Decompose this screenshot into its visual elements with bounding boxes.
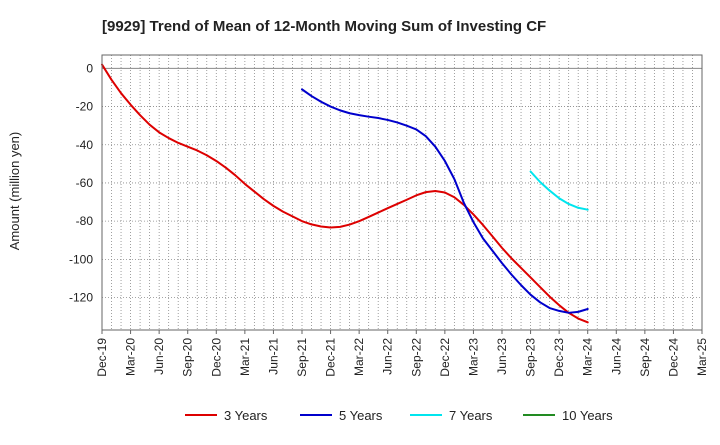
x-tick-label: Dec-19 <box>95 338 109 377</box>
x-tick-label: Mar-24 <box>581 338 595 376</box>
x-tick-label: Sep-24 <box>638 338 652 377</box>
x-tick-label: Dec-23 <box>552 338 566 377</box>
x-tick-label: Dec-22 <box>438 338 452 377</box>
y-tick-label: -100 <box>69 252 93 266</box>
x-tick-label: Dec-21 <box>324 338 338 377</box>
x-tick-label: Mar-25 <box>695 338 709 376</box>
x-tick-label: Dec-20 <box>209 338 223 377</box>
x-tick-label: Mar-20 <box>124 338 138 376</box>
x-tick-label: Jun-24 <box>609 338 623 375</box>
y-tick-label: -80 <box>76 214 94 228</box>
x-tick-label: Dec-24 <box>666 338 680 377</box>
plot-frame <box>101 54 703 331</box>
legend-item-7-years: 7 Years <box>410 408 493 423</box>
grid-layer <box>102 55 702 330</box>
x-tick-label: Jun-20 <box>152 338 166 375</box>
legend-label: 5 Years <box>339 408 383 423</box>
x-tick-labels: Dec-19 Mar-20 Jun-20 Sep-20 Dec-20 Mar-21 Jun-… <box>95 338 709 377</box>
chart-title: [9929] Trend of Mean of 12-Month Moving … <box>102 18 546 35</box>
legend-item-5-years: 5 Years <box>300 408 383 423</box>
y-tick-labels: 0 -20 -40 -60 -80 -100 -120 <box>69 61 93 304</box>
y-tick-label: -60 <box>76 176 94 190</box>
y-tick-label: -20 <box>76 100 94 114</box>
series-line-7-years <box>529 170 589 211</box>
series-line-3-years <box>101 63 589 324</box>
legend-label: 7 Years <box>449 408 493 423</box>
plot-area <box>102 55 702 330</box>
x-tick-label: Mar-21 <box>238 338 252 376</box>
series-line-5-years <box>301 88 589 314</box>
frame-layer <box>101 54 703 334</box>
legend-item-3-years: 3 Years <box>185 408 268 423</box>
y-tick-label: -40 <box>76 138 94 152</box>
series-layer <box>101 63 589 324</box>
x-tick-label: Mar-23 <box>466 338 480 376</box>
legend-item-10-years: 10 Years <box>523 408 613 423</box>
x-tick-label: Mar-22 <box>352 338 366 376</box>
legend-label: 3 Years <box>224 408 268 423</box>
x-tick-label: Sep-22 <box>409 338 423 377</box>
x-tick-label: Jun-21 <box>266 338 280 375</box>
legend-label: 10 Years <box>562 408 613 423</box>
x-tick-label: Sep-20 <box>181 338 195 377</box>
x-tick-label: Sep-21 <box>295 338 309 377</box>
y-axis-label: Amount (million yen) <box>7 132 22 251</box>
x-tick-label: Jun-23 <box>495 338 509 375</box>
x-tick-label: Sep-23 <box>524 338 538 377</box>
y-tick-label: -120 <box>69 291 93 305</box>
legend: 3 Years 5 Years 7 Years 10 Years <box>185 408 613 423</box>
y-tick-label: 0 <box>86 61 93 75</box>
x-tick-label: Jun-22 <box>381 338 395 375</box>
